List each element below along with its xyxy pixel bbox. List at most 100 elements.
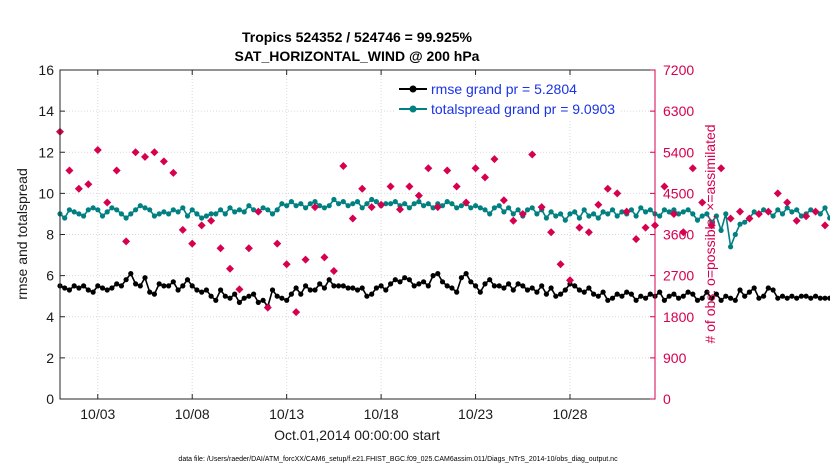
data-point [246, 203, 252, 209]
obs-count-marker [556, 260, 565, 269]
data-point [227, 295, 233, 301]
data-point [487, 211, 493, 217]
data-point [194, 287, 200, 293]
data-point [340, 283, 346, 289]
data-point [822, 295, 828, 301]
data-point [62, 215, 68, 221]
data-point [95, 207, 101, 213]
obs-count-marker [821, 221, 829, 230]
data-point [449, 285, 455, 291]
y-tick-label: 10 [38, 185, 54, 201]
data-point [510, 287, 516, 293]
x-tick-label: 10/03 [80, 406, 115, 422]
data-point [501, 209, 507, 215]
obs-count-marker [244, 244, 253, 253]
obs-count-marker [613, 189, 622, 198]
data-point [81, 283, 87, 289]
data-point [671, 207, 677, 213]
y2-tick-label: 6300 [663, 103, 694, 119]
data-point [326, 277, 332, 283]
data-point [732, 231, 738, 238]
data-point [449, 201, 455, 207]
data-point [388, 281, 394, 287]
data-point [468, 205, 474, 211]
obs-count-marker [301, 255, 310, 264]
data-point [595, 293, 601, 299]
data-point [246, 293, 252, 299]
data-point [765, 285, 771, 291]
data-point [99, 285, 106, 291]
x-tick-label: 10/18 [364, 406, 399, 422]
data-point [477, 289, 483, 295]
data-point [104, 287, 110, 293]
data-point [524, 207, 531, 213]
y-tick-label: 16 [38, 62, 54, 78]
obs-count-marker [584, 228, 593, 237]
data-point [293, 203, 299, 209]
data-point [827, 295, 830, 301]
data-point [817, 211, 823, 217]
obs-count-marker [622, 207, 631, 216]
obs-count-marker [783, 198, 792, 207]
data-point [699, 295, 705, 301]
legend-spread-label: totalspread grand pr = 9.0903 [431, 101, 615, 117]
data-point [737, 221, 743, 227]
data-point [85, 287, 91, 293]
data-point [133, 281, 139, 287]
data-point [114, 207, 120, 213]
obs-count-marker [207, 216, 216, 225]
data-point [303, 283, 309, 289]
y2-tick-label: 900 [663, 350, 687, 366]
data-point [515, 281, 521, 287]
data-point [827, 215, 830, 221]
obs-count-marker [443, 166, 452, 175]
obs-count-marker [178, 225, 187, 234]
obs-count-marker [660, 182, 669, 191]
data-point [350, 201, 356, 207]
data-point [203, 213, 209, 219]
data-point [775, 207, 781, 213]
obs-count-marker [471, 164, 480, 173]
obs-count-marker [773, 189, 782, 198]
data-point [661, 297, 668, 303]
x-tick-label: 10/28 [552, 406, 587, 422]
data-point [487, 277, 493, 283]
data-point [388, 201, 394, 207]
data-point [680, 209, 686, 215]
data-point [203, 287, 209, 293]
data-point [66, 287, 72, 293]
data-point [175, 287, 181, 293]
data-point [236, 299, 242, 305]
data-point [614, 213, 620, 219]
obs-count-marker [641, 223, 650, 232]
obs-count-marker [462, 198, 471, 207]
y2-tick-label: 4500 [663, 185, 694, 201]
data-point [524, 287, 531, 293]
data-point [477, 205, 483, 211]
data-point [369, 196, 375, 203]
data-point [421, 279, 427, 285]
data-point [85, 207, 91, 213]
data-point [184, 213, 191, 219]
data-point [671, 291, 677, 297]
data-point [751, 285, 757, 291]
obs-count-marker [679, 228, 688, 237]
data-point [633, 297, 639, 303]
obs-count-marker [594, 200, 603, 209]
data-point [425, 283, 431, 289]
obs-count-marker [358, 184, 367, 193]
data-point [336, 283, 342, 289]
data-point [416, 281, 422, 287]
data-point [510, 211, 516, 217]
data-point [789, 293, 795, 299]
data-point [251, 291, 257, 297]
data-point [411, 283, 417, 289]
data-point [628, 291, 635, 297]
data-point [378, 283, 384, 289]
data-point [109, 285, 115, 291]
obs-count-marker [736, 207, 744, 216]
data-point [439, 279, 446, 285]
data-point [269, 287, 276, 293]
obs-count-marker [490, 155, 499, 164]
